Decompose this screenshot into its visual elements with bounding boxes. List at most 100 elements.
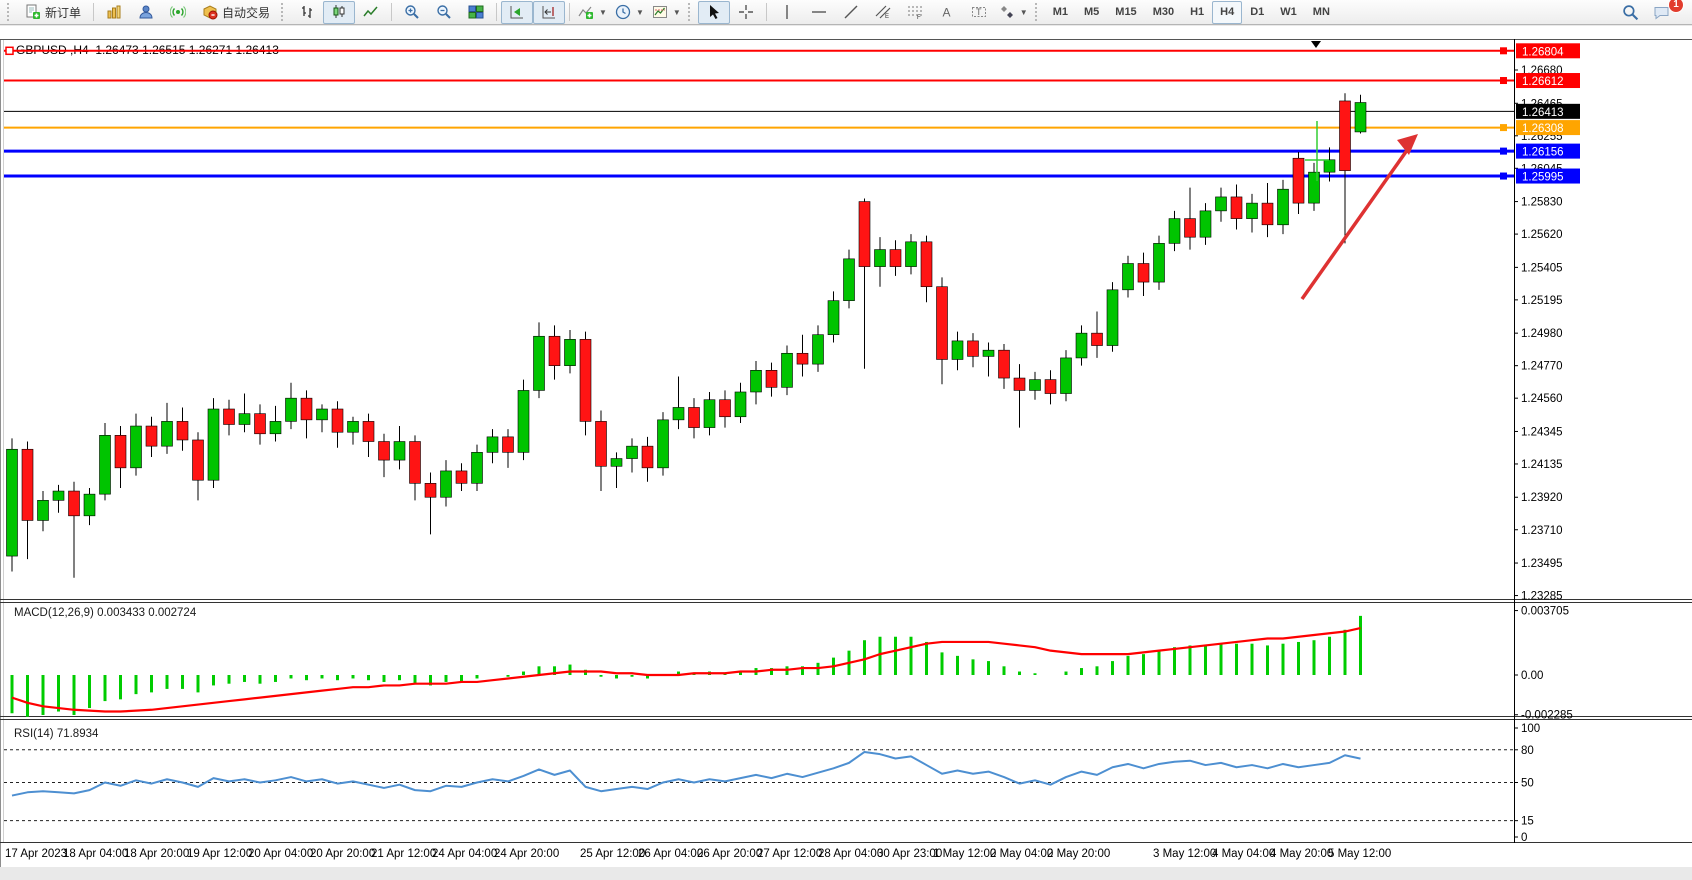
time-axis-label[interactable]: 20 Apr 20:00	[310, 848, 375, 860]
price-tick-label: 1.24770	[1521, 361, 1563, 373]
candle-body	[347, 421, 359, 433]
time-axis-label[interactable]: 19 Apr 12:00	[187, 848, 252, 860]
trend-arrow-annotation[interactable]	[1300, 134, 1418, 301]
time-axis-label[interactable]: 28 Apr 04:00	[818, 848, 883, 860]
cursor-tool-button[interactable]	[697, 0, 730, 24]
new-order-button[interactable]: 新订单	[17, 1, 89, 24]
vertical-line-icon	[786, 5, 788, 19]
candle-body	[440, 470, 452, 498]
chart-canvas[interactable]: GBPUSD ,H4 1.26473 1.26515 1.26271 1.264…	[0, 26, 1692, 880]
time-axis-label[interactable]: 5 May 12:00	[1328, 848, 1391, 860]
zoom-out-button[interactable]	[428, 1, 460, 24]
indicators-button[interactable]: ▼	[574, 1, 611, 24]
time-axis-label[interactable]: 3 May 12:00	[1153, 848, 1216, 860]
candle-body	[812, 334, 824, 365]
line-handle[interactable]	[1500, 124, 1507, 132]
time-axis-label[interactable]: 2 May 04:00	[990, 848, 1053, 860]
price-badge-label: 1.26804	[1522, 46, 1564, 58]
vertical-line-tool-button[interactable]	[771, 1, 803, 24]
timeframe-h1-button[interactable]: H1	[1190, 6, 1205, 18]
timeframe-h4-button[interactable]: H4	[1212, 0, 1243, 24]
toolbar-grip[interactable]	[7, 3, 14, 21]
time-axis-label[interactable]: 4 May 20:00	[1270, 848, 1333, 860]
tile-windows-button[interactable]	[460, 1, 492, 24]
zoom-in-icon	[405, 5, 419, 19]
time-axis-label[interactable]: 24 Apr 04:00	[432, 848, 497, 860]
candle-body	[936, 286, 948, 360]
time-axis-label[interactable]: 26 Apr 20:00	[697, 848, 762, 860]
toolbar: 新订单 自动交易 ▼ ▼	[0, 0, 1692, 25]
fibonacci-icon: F	[907, 6, 922, 20]
fibonacci-tool-button[interactable]: F	[899, 1, 931, 24]
timeframe-m15-button[interactable]: M15	[1115, 6, 1137, 18]
time-axis-label[interactable]: 18 Apr 20:00	[124, 848, 189, 860]
time-axis-label[interactable]: 18 Apr 04:00	[63, 848, 128, 860]
candle-body	[223, 408, 235, 425]
candle-body	[610, 458, 623, 467]
line-chart-icon	[363, 6, 378, 17]
timeframe-m5-button[interactable]: M5	[1084, 6, 1100, 18]
svg-text:E: E	[885, 14, 889, 20]
cursor-icon	[709, 5, 719, 19]
horizontal-line-tool-button[interactable]	[803, 1, 835, 24]
text-label-tool-button[interactable]: T	[963, 1, 995, 24]
toolbar-grip[interactable]	[281, 3, 288, 21]
toolbar-grip[interactable]	[687, 3, 695, 21]
time-axis-label[interactable]: 24 Apr 20:00	[494, 848, 559, 860]
market-watch-button[interactable]	[98, 1, 130, 24]
notifications-button[interactable]: 1	[1646, 0, 1684, 24]
line-handle[interactable]	[1500, 77, 1507, 85]
crosshair-tool-button[interactable]	[730, 1, 762, 24]
price-badge-label: 1.26156	[1522, 147, 1564, 159]
candlestick-mode-button[interactable]	[323, 0, 356, 24]
entry-marker-cross[interactable]	[1305, 121, 1329, 181]
time-axis-label[interactable]: 27 Apr 12:00	[757, 848, 822, 860]
auto-trading-button[interactable]: 自动交易	[194, 1, 278, 24]
templates-button[interactable]: ▼	[648, 1, 685, 24]
bar-chart-mode-button[interactable]	[291, 1, 323, 24]
rsi-tick-label: 100	[1521, 723, 1540, 735]
timeframe-m1-button[interactable]: M1	[1052, 6, 1068, 18]
terminal-button[interactable]	[130, 1, 162, 24]
time-axis-label[interactable]: 20 Apr 04:00	[248, 848, 313, 860]
candle-body	[409, 441, 421, 484]
timeframe-m30-button[interactable]: M30	[1152, 6, 1175, 18]
timeframe-mn-button[interactable]: MN	[1312, 6, 1330, 18]
time-axis-label[interactable]: 25 Apr 12:00	[580, 848, 645, 860]
text-tool-button[interactable]: A	[931, 1, 963, 24]
trendline-tool-button[interactable]	[835, 1, 867, 24]
candle-body	[1230, 196, 1243, 219]
macd-tick-label: 0.003705	[1521, 606, 1569, 618]
line-anchor[interactable]	[5, 46, 14, 56]
line-handle[interactable]	[1500, 172, 1507, 180]
candle-body	[703, 399, 716, 428]
line-chart-mode-button[interactable]	[355, 1, 387, 24]
auto-scroll-button[interactable]	[501, 0, 534, 24]
time-axis-label[interactable]: 2 May 20:00	[1047, 848, 1110, 860]
equidistant-channel-tool-button[interactable]: E	[867, 1, 899, 24]
price-badge-label: 1.25995	[1522, 172, 1564, 184]
line-handle[interactable]	[1500, 147, 1507, 155]
chart-shift-button[interactable]	[533, 0, 566, 24]
shapes-tool-button[interactable]: ▼	[995, 1, 1032, 24]
time-axis-label[interactable]: 21 Apr 12:00	[371, 848, 436, 860]
line-handle[interactable]	[1500, 47, 1507, 55]
search-button[interactable]	[1614, 1, 1646, 24]
candle-body	[207, 408, 220, 481]
strategy-tester-button[interactable]	[162, 1, 194, 24]
time-axis-label[interactable]: 26 Apr 04:00	[638, 848, 703, 860]
bar-chart-icon	[302, 6, 313, 18]
timeframe-w1-button[interactable]: W1	[1280, 6, 1297, 18]
rsi-line	[11, 750, 1361, 797]
periods-button[interactable]: ▼	[611, 1, 648, 24]
zoom-in-button[interactable]	[396, 1, 428, 24]
time-axis-label[interactable]: 17 Apr 2023	[5, 848, 67, 860]
rsi-tick-label: 80	[1521, 745, 1534, 757]
time-axis-label[interactable]: 1 May 12:00	[933, 848, 996, 860]
candle-body	[502, 436, 514, 453]
timeframe-d1-button[interactable]: D1	[1250, 6, 1265, 18]
toolbar-grip[interactable]	[1034, 3, 1042, 21]
candle-body	[626, 445, 638, 459]
candle-body	[533, 335, 545, 391]
time-axis-label[interactable]: 4 May 04:00	[1212, 848, 1275, 860]
